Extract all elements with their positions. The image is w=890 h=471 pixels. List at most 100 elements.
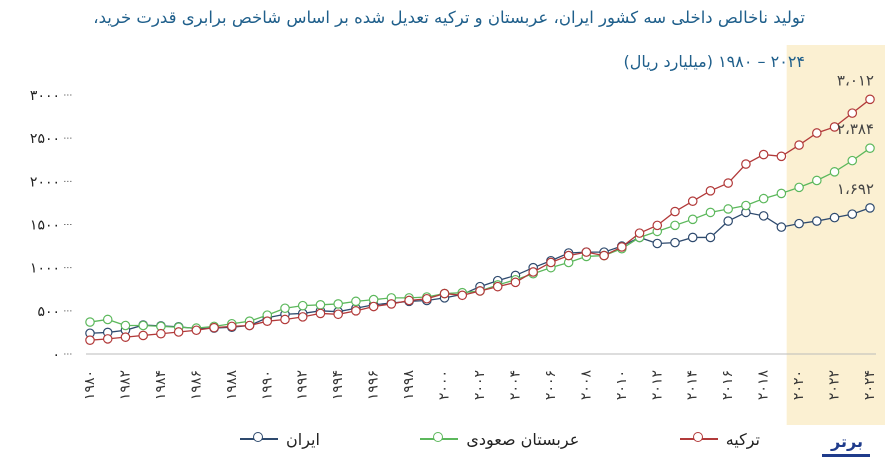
x-tick-label: ۲۰۱۶	[720, 370, 736, 400]
data-point	[670, 220, 680, 231]
chart-title: تولید ناخالص داخلی سه کشور ایران، عربستا…	[93, 8, 805, 27]
x-tick-label: ۲۰۰۸	[578, 370, 594, 401]
data-point	[847, 155, 858, 166]
legend-swatch-saudi	[420, 432, 459, 442]
data-point	[102, 314, 113, 325]
data-point	[776, 188, 787, 199]
series-1	[85, 143, 875, 333]
data-point	[687, 214, 698, 225]
data-point	[138, 320, 148, 331]
x-tick-label: ۲۰۱۰	[614, 370, 630, 400]
data-point	[776, 151, 787, 162]
data-point	[546, 257, 556, 268]
data-point	[351, 296, 361, 307]
data-point	[705, 207, 716, 218]
y-tick-label: ۱۵۰۰	[30, 218, 60, 234]
data-point	[173, 327, 184, 337]
x-tick-label: ۱۹۸۴	[153, 370, 169, 400]
x-tick-label: ۱۹۹۲	[295, 370, 311, 400]
legend-label-iran: ایران	[286, 429, 320, 449]
x-tick-label: ۱۹۹۶	[366, 370, 382, 400]
data-point	[85, 335, 95, 345]
data-point	[333, 309, 343, 320]
data-point	[705, 186, 716, 196]
data-point	[758, 149, 769, 160]
data-point	[297, 300, 308, 311]
data-point	[847, 108, 858, 118]
data-point	[563, 250, 574, 261]
data-point	[687, 232, 698, 243]
data-point	[510, 277, 521, 288]
x-tick-label: ۱۹۹۰	[259, 370, 275, 400]
data-point	[439, 288, 450, 299]
data-point	[794, 182, 804, 193]
data-point	[315, 308, 326, 319]
series-line	[89, 207, 871, 334]
data-point	[457, 290, 468, 301]
data-point	[156, 328, 166, 339]
x-tick-label: ۱۹۹۴	[330, 370, 346, 400]
data-point	[794, 140, 804, 150]
series-0	[85, 203, 875, 339]
chart-subtitle: ۲۰۲۴ – ۱۹۸۰ (میلیارد ریال)	[623, 52, 805, 71]
brand-logo-underline	[822, 454, 870, 457]
data-point	[723, 178, 733, 188]
end-value-label: ۲،۳۸۴	[837, 120, 874, 138]
data-point	[280, 314, 290, 325]
data-point	[794, 218, 804, 229]
data-point	[670, 237, 680, 248]
data-point	[599, 250, 609, 261]
data-point	[812, 216, 822, 226]
data-point	[368, 301, 379, 312]
data-point	[758, 211, 769, 221]
data-point	[120, 332, 131, 342]
x-tick-label: ۲۰۰۰	[437, 370, 453, 400]
y-axis-ticks: ۰ ۵۰۰ ۱۰۰۰ ۱۵۰۰ ۲۰۰۰ ۲۵۰۰ ۳۰۰۰	[30, 88, 72, 363]
legend-swatch-turkey	[679, 432, 718, 442]
x-tick-label: ۲۰۲۲	[827, 370, 843, 400]
legend: ترکیه عربستان صعودی ایران	[240, 426, 760, 452]
data-point	[297, 312, 308, 322]
x-tick-label: ۱۹۸۰	[82, 370, 98, 400]
data-point	[865, 203, 875, 213]
series-line	[89, 98, 871, 341]
legend-item-iran: ایران	[240, 430, 320, 449]
y-tick-label: ۱۰۰۰	[30, 261, 60, 277]
data-point	[138, 330, 148, 341]
x-axis-ticks: ۱۹۸۰ ۱۹۸۲ ۱۹۸۴ ۱۹۸۶ ۱۹۸۸ ۱۹۹۰ ۱۹۹۲ ۱۹۹۴ ۱۹۹۶ ۱۹۹۸…	[82, 370, 878, 401]
data-point	[102, 334, 113, 344]
end-labels: ۱،۶۹۲ ۲،۳۸۴ ۳،۰۱۲	[837, 71, 874, 198]
x-tick-label: ۲۰۰۲	[472, 370, 488, 400]
data-point	[475, 286, 485, 296]
data-point	[865, 94, 875, 105]
data-point	[191, 325, 202, 336]
data-point	[776, 222, 787, 232]
y-tick-label: ۲۵۰۰	[30, 131, 60, 147]
x-tick-label: ۲۰۲۴	[862, 370, 878, 400]
x-tick-label: ۲۰۲۰	[791, 370, 807, 400]
data-point	[315, 299, 326, 310]
y-tick-label: ۵۰۰	[37, 304, 60, 320]
end-value-label: ۳،۰۱۲	[837, 71, 874, 89]
data-point	[422, 293, 432, 304]
data-point	[492, 281, 503, 292]
data-point	[705, 232, 716, 243]
forecast-highlight-band	[786, 45, 885, 425]
data-point	[634, 228, 645, 238]
data-point	[812, 175, 822, 186]
data-point	[581, 247, 592, 257]
data-point	[812, 128, 822, 138]
legend-label-saudi: عربستان صعودی	[466, 429, 580, 449]
data-point	[847, 209, 858, 219]
data-point	[652, 238, 663, 249]
data-point	[280, 303, 290, 314]
series-group	[85, 94, 875, 345]
data-point	[528, 267, 538, 277]
y-tick-label: ۰	[52, 347, 60, 363]
end-value-label: ۱،۶۹۲	[837, 180, 874, 198]
x-tick-label: ۱۹۹۸	[401, 370, 417, 401]
data-point	[829, 167, 840, 177]
data-point	[741, 200, 751, 211]
legend-item-turkey: ترکیه	[679, 430, 760, 449]
x-tick-label: ۱۹۸۶	[188, 370, 204, 400]
